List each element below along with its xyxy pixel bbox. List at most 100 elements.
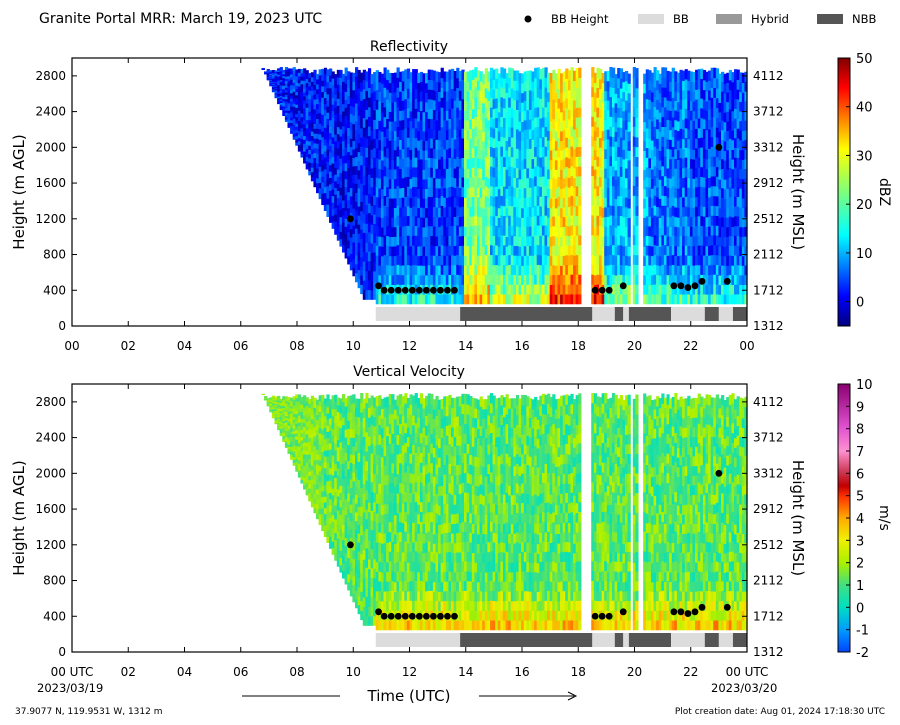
heatmap-cell (591, 205, 595, 216)
heatmap-cell (643, 226, 647, 238)
heatmap-cell (360, 137, 364, 147)
heatmap-cell (674, 216, 678, 227)
heatmap-cell (287, 85, 291, 89)
y-tick-label: 0 (58, 319, 66, 333)
heatmap-cell (370, 83, 374, 94)
heatmap-cell (575, 136, 579, 148)
heatmap-cell (456, 234, 460, 246)
heatmap-cell (277, 414, 281, 417)
heatmap-cell (360, 173, 364, 184)
heatmap-cell (422, 178, 426, 190)
heatmap-cell (692, 294, 696, 305)
heatmap-cell (684, 264, 688, 275)
heatmap-cell (432, 187, 437, 198)
heatmap-cell (339, 165, 343, 174)
heatmap-cell (492, 118, 496, 129)
heatmap-cell (362, 165, 366, 176)
heatmap-cell (741, 226, 746, 237)
heatmap-cell (648, 255, 652, 266)
heatmap-cell (300, 94, 304, 99)
heatmap-cell (739, 120, 743, 131)
heatmap-cell (370, 252, 374, 263)
heatmap-cell (279, 433, 283, 437)
heatmap-cell (373, 251, 377, 262)
heatmap-cell (477, 274, 481, 285)
heatmap-cell (349, 162, 353, 172)
heatmap-cell (313, 137, 317, 144)
heatmap-cell (290, 98, 294, 102)
heatmap-cell (284, 71, 289, 75)
heatmap-cell (575, 176, 579, 187)
heatmap-cell (697, 205, 701, 217)
heatmap-cell (310, 153, 315, 159)
heatmap-cell (414, 274, 418, 285)
heatmap-cell (347, 207, 351, 217)
heatmap-cell (513, 80, 517, 91)
heatmap-cell (342, 96, 346, 105)
heatmap-cell (500, 175, 504, 187)
heatmap-cell (409, 187, 413, 199)
heatmap-cell (666, 274, 670, 285)
heatmap-cell (323, 67, 328, 75)
heatmap-cell (282, 431, 286, 435)
heatmap-cell (370, 92, 374, 103)
heatmap-cell (464, 120, 468, 131)
heatmap-cell (708, 225, 712, 237)
heatmap-cell (326, 130, 330, 138)
heatmap-cell (552, 264, 556, 276)
heatmap-cell (739, 72, 743, 83)
heatmap-cell (290, 413, 294, 417)
heatmap-cell (388, 92, 392, 103)
heatmap-cell (666, 158, 670, 169)
heatmap-cell (370, 224, 374, 235)
heatmap-cell (679, 177, 683, 188)
heatmap-cell (383, 224, 387, 236)
heatmap-cell (736, 108, 740, 119)
heatmap-cell (303, 442, 307, 447)
heatmap-cell (271, 90, 276, 93)
heatmap-cell (482, 102, 486, 113)
heatmap-cell (565, 186, 569, 197)
heatmap-cell (282, 399, 286, 403)
heatmap-cell (453, 90, 457, 101)
heatmap-cell (357, 78, 361, 89)
heatmap-cell (310, 140, 315, 146)
heatmap-cell (308, 85, 312, 91)
heatmap-cell (391, 217, 395, 228)
heatmap-cell (648, 118, 652, 130)
heatmap-cell (534, 97, 538, 108)
heatmap-cell (375, 177, 379, 188)
heatmap-cell (544, 175, 548, 187)
heatmap-cell (718, 169, 722, 180)
heatmap-cell (541, 97, 546, 108)
heatmap-cell (297, 140, 302, 145)
heatmap-cell (310, 474, 315, 480)
heatmap-cell (648, 167, 652, 178)
heatmap-cell (269, 77, 273, 80)
heatmap-cell (388, 169, 392, 180)
heatmap-cell (687, 128, 691, 140)
heatmap-cell (593, 245, 598, 257)
heatmap-cell (271, 70, 276, 73)
heatmap-cell (627, 294, 631, 305)
heatmap-cell (695, 99, 699, 110)
heatmap-cell (277, 81, 281, 84)
heatmap-cell (456, 146, 460, 157)
heatmap-cell (404, 274, 408, 285)
heatmap-cell (544, 185, 548, 196)
heatmap-cell (461, 245, 465, 256)
heatmap-cell (412, 98, 416, 109)
heatmap-cell (682, 99, 686, 111)
heatmap-cell (624, 226, 629, 237)
heatmap-cell (321, 102, 325, 110)
heatmap-cell (453, 129, 457, 140)
heatmap-cell (277, 100, 281, 103)
heatmap-cell (632, 126, 636, 137)
heatmap-cell (277, 409, 281, 412)
heatmap-cell (290, 446, 294, 450)
heatmap-cell (723, 102, 727, 113)
heatmap-cell (489, 126, 494, 138)
heatmap-cell (430, 215, 434, 227)
heatmap-cell (601, 92, 605, 103)
heatmap-cell (612, 274, 616, 285)
